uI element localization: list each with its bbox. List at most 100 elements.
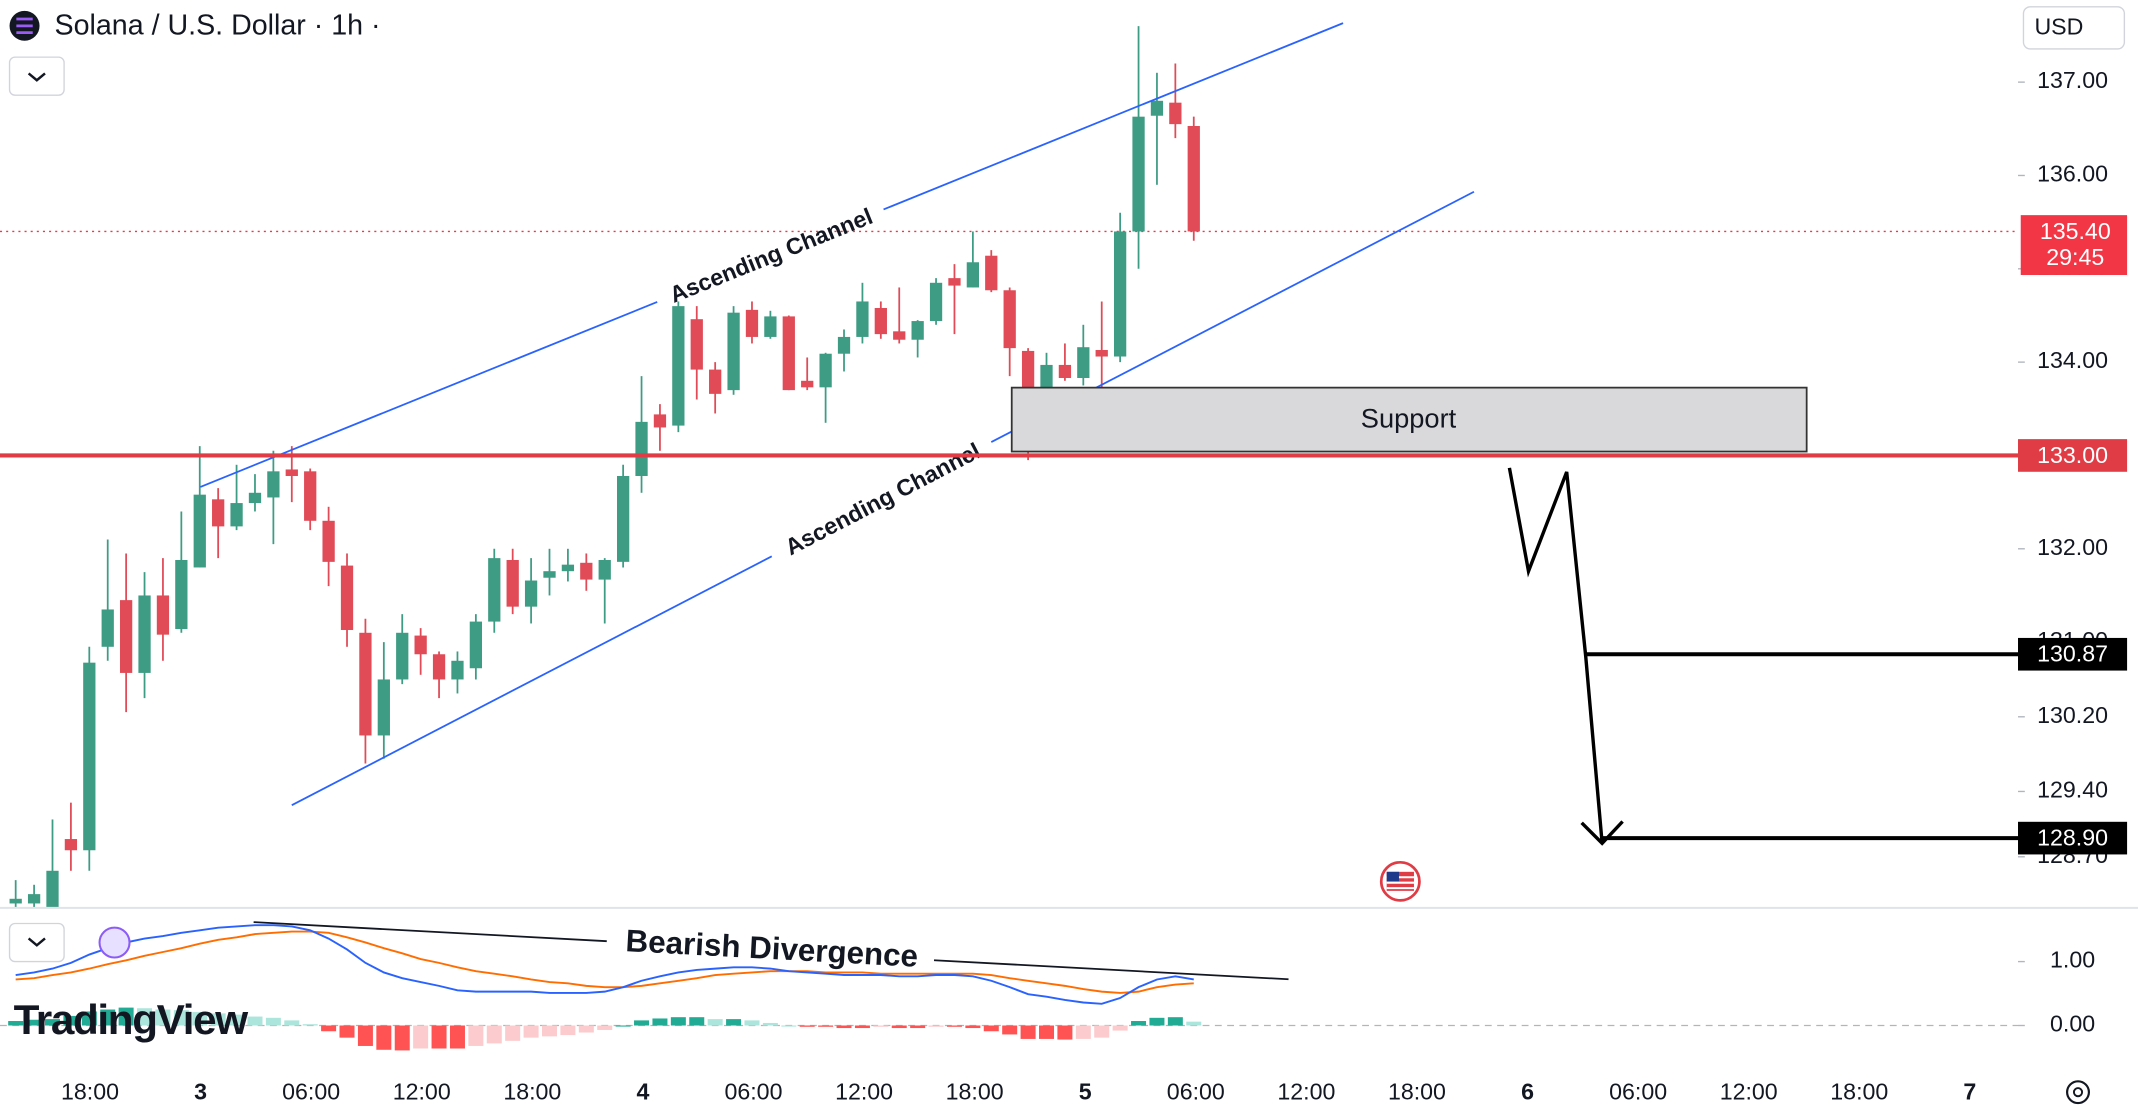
candle-body <box>1132 116 1145 232</box>
support-zone <box>1010 386 1808 453</box>
x-tick-label: 6 <box>1521 1079 1534 1105</box>
x-tick-label: 7 <box>1963 1079 1976 1105</box>
histogram-bar <box>449 1025 465 1049</box>
countdown-label: 29:45 <box>2046 244 2104 270</box>
candle-body <box>929 282 943 322</box>
arrow-head <box>1580 820 1624 846</box>
support-label: Support <box>1361 402 1457 433</box>
candle-body <box>1169 102 1182 125</box>
candle-body <box>709 369 722 394</box>
candle-body <box>359 632 372 736</box>
candle-body <box>764 316 777 337</box>
histogram-bar <box>394 1025 410 1051</box>
candle-body <box>653 414 667 428</box>
candle-body <box>745 309 759 337</box>
x-tick-label: 06:00 <box>1609 1079 1667 1105</box>
candle-body <box>285 469 298 476</box>
candle-body <box>598 559 611 580</box>
x-tick-label: 12:00 <box>393 1079 451 1105</box>
histogram-bar <box>468 1025 484 1046</box>
candle-body <box>267 471 280 498</box>
candle-body <box>524 580 538 607</box>
histogram-bar <box>486 1025 502 1044</box>
histogram-bar <box>615 1025 631 1027</box>
flag-canton <box>1386 871 1399 882</box>
y-tick-label: 130.20 <box>2037 702 2108 728</box>
candle-body <box>230 503 243 527</box>
histogram-bar <box>1002 1025 1018 1035</box>
histogram-bar <box>652 1018 668 1026</box>
candle-body <box>948 278 961 286</box>
x-tick-label: 06:00 <box>282 1079 340 1105</box>
candle-body <box>488 558 501 622</box>
histogram-bar <box>81 1011 97 1026</box>
divergence-line <box>933 959 1289 981</box>
candle-body <box>1058 364 1072 378</box>
candle-body <box>248 492 262 504</box>
histogram-bar <box>247 1016 263 1026</box>
candle-body <box>396 632 409 680</box>
candle-body <box>101 609 114 647</box>
histogram-bar <box>910 1025 926 1029</box>
candle-body <box>580 562 593 580</box>
histogram-bar <box>762 1022 778 1026</box>
histogram-bar <box>873 1025 889 1027</box>
collapse-button[interactable] <box>8 56 65 96</box>
histogram-bar <box>229 1014 245 1026</box>
candle-body <box>27 894 41 904</box>
currency-button[interactable] <box>2022 6 2126 50</box>
settings-icon[interactable] <box>2066 1080 2091 1105</box>
macd-line <box>15 924 1194 1005</box>
candle-body <box>64 839 78 851</box>
candle-body <box>212 499 225 527</box>
histogram-bar <box>1094 1025 1110 1038</box>
candle-body <box>1113 231 1127 357</box>
indicator-icon[interactable] <box>98 926 131 959</box>
price-tag <box>2018 439 2128 472</box>
histogram-bar <box>302 1024 318 1026</box>
histogram-bar <box>357 1025 373 1046</box>
x-tick-label: 5 <box>1079 1079 1092 1105</box>
tradingview-logo: TradingView <box>14 996 249 1043</box>
y-tick-label: 132.00 <box>2037 534 2108 560</box>
histogram-bar <box>1039 1025 1055 1039</box>
candle-body <box>561 564 575 572</box>
collapse-button[interactable] <box>8 922 65 963</box>
histogram-bar <box>1112 1025 1128 1031</box>
candle-body <box>782 316 795 391</box>
candle-body <box>138 595 151 673</box>
histogram-bar <box>1149 1017 1165 1026</box>
x-tick-label: 3 <box>194 1079 207 1105</box>
histogram-bar <box>265 1017 281 1026</box>
channel-line <box>883 22 1344 211</box>
x-tick-label: 18:00 <box>1830 1079 1888 1105</box>
histogram-bar <box>321 1025 337 1032</box>
symbol-logo-stripes <box>16 17 33 35</box>
histogram-bar <box>689 1017 705 1026</box>
candle-body <box>506 559 519 607</box>
histogram-bar <box>137 1008 153 1026</box>
signal-line <box>15 930 1194 994</box>
candle-body <box>469 621 483 669</box>
candle-body <box>46 870 59 909</box>
candle-body <box>1150 100 1164 116</box>
histogram-bar <box>1186 1021 1202 1026</box>
candle-body <box>1077 347 1090 378</box>
histogram-bar <box>210 1013 226 1026</box>
candle-body <box>432 654 446 680</box>
histogram-bar <box>891 1025 907 1029</box>
histogram-bar <box>946 1025 962 1027</box>
candle-body <box>543 571 556 578</box>
candle-body <box>616 475 630 562</box>
x-tick-label: 18:00 <box>1388 1079 1446 1105</box>
channel-line <box>200 301 658 488</box>
histogram-bar <box>339 1025 355 1038</box>
histogram-bar <box>597 1025 613 1030</box>
candle-body <box>322 520 335 562</box>
histogram-bar <box>1020 1025 1036 1039</box>
histogram-bar <box>100 1009 116 1026</box>
candle-body <box>156 595 170 635</box>
y-tick-label: 137.00 <box>2037 67 2108 93</box>
